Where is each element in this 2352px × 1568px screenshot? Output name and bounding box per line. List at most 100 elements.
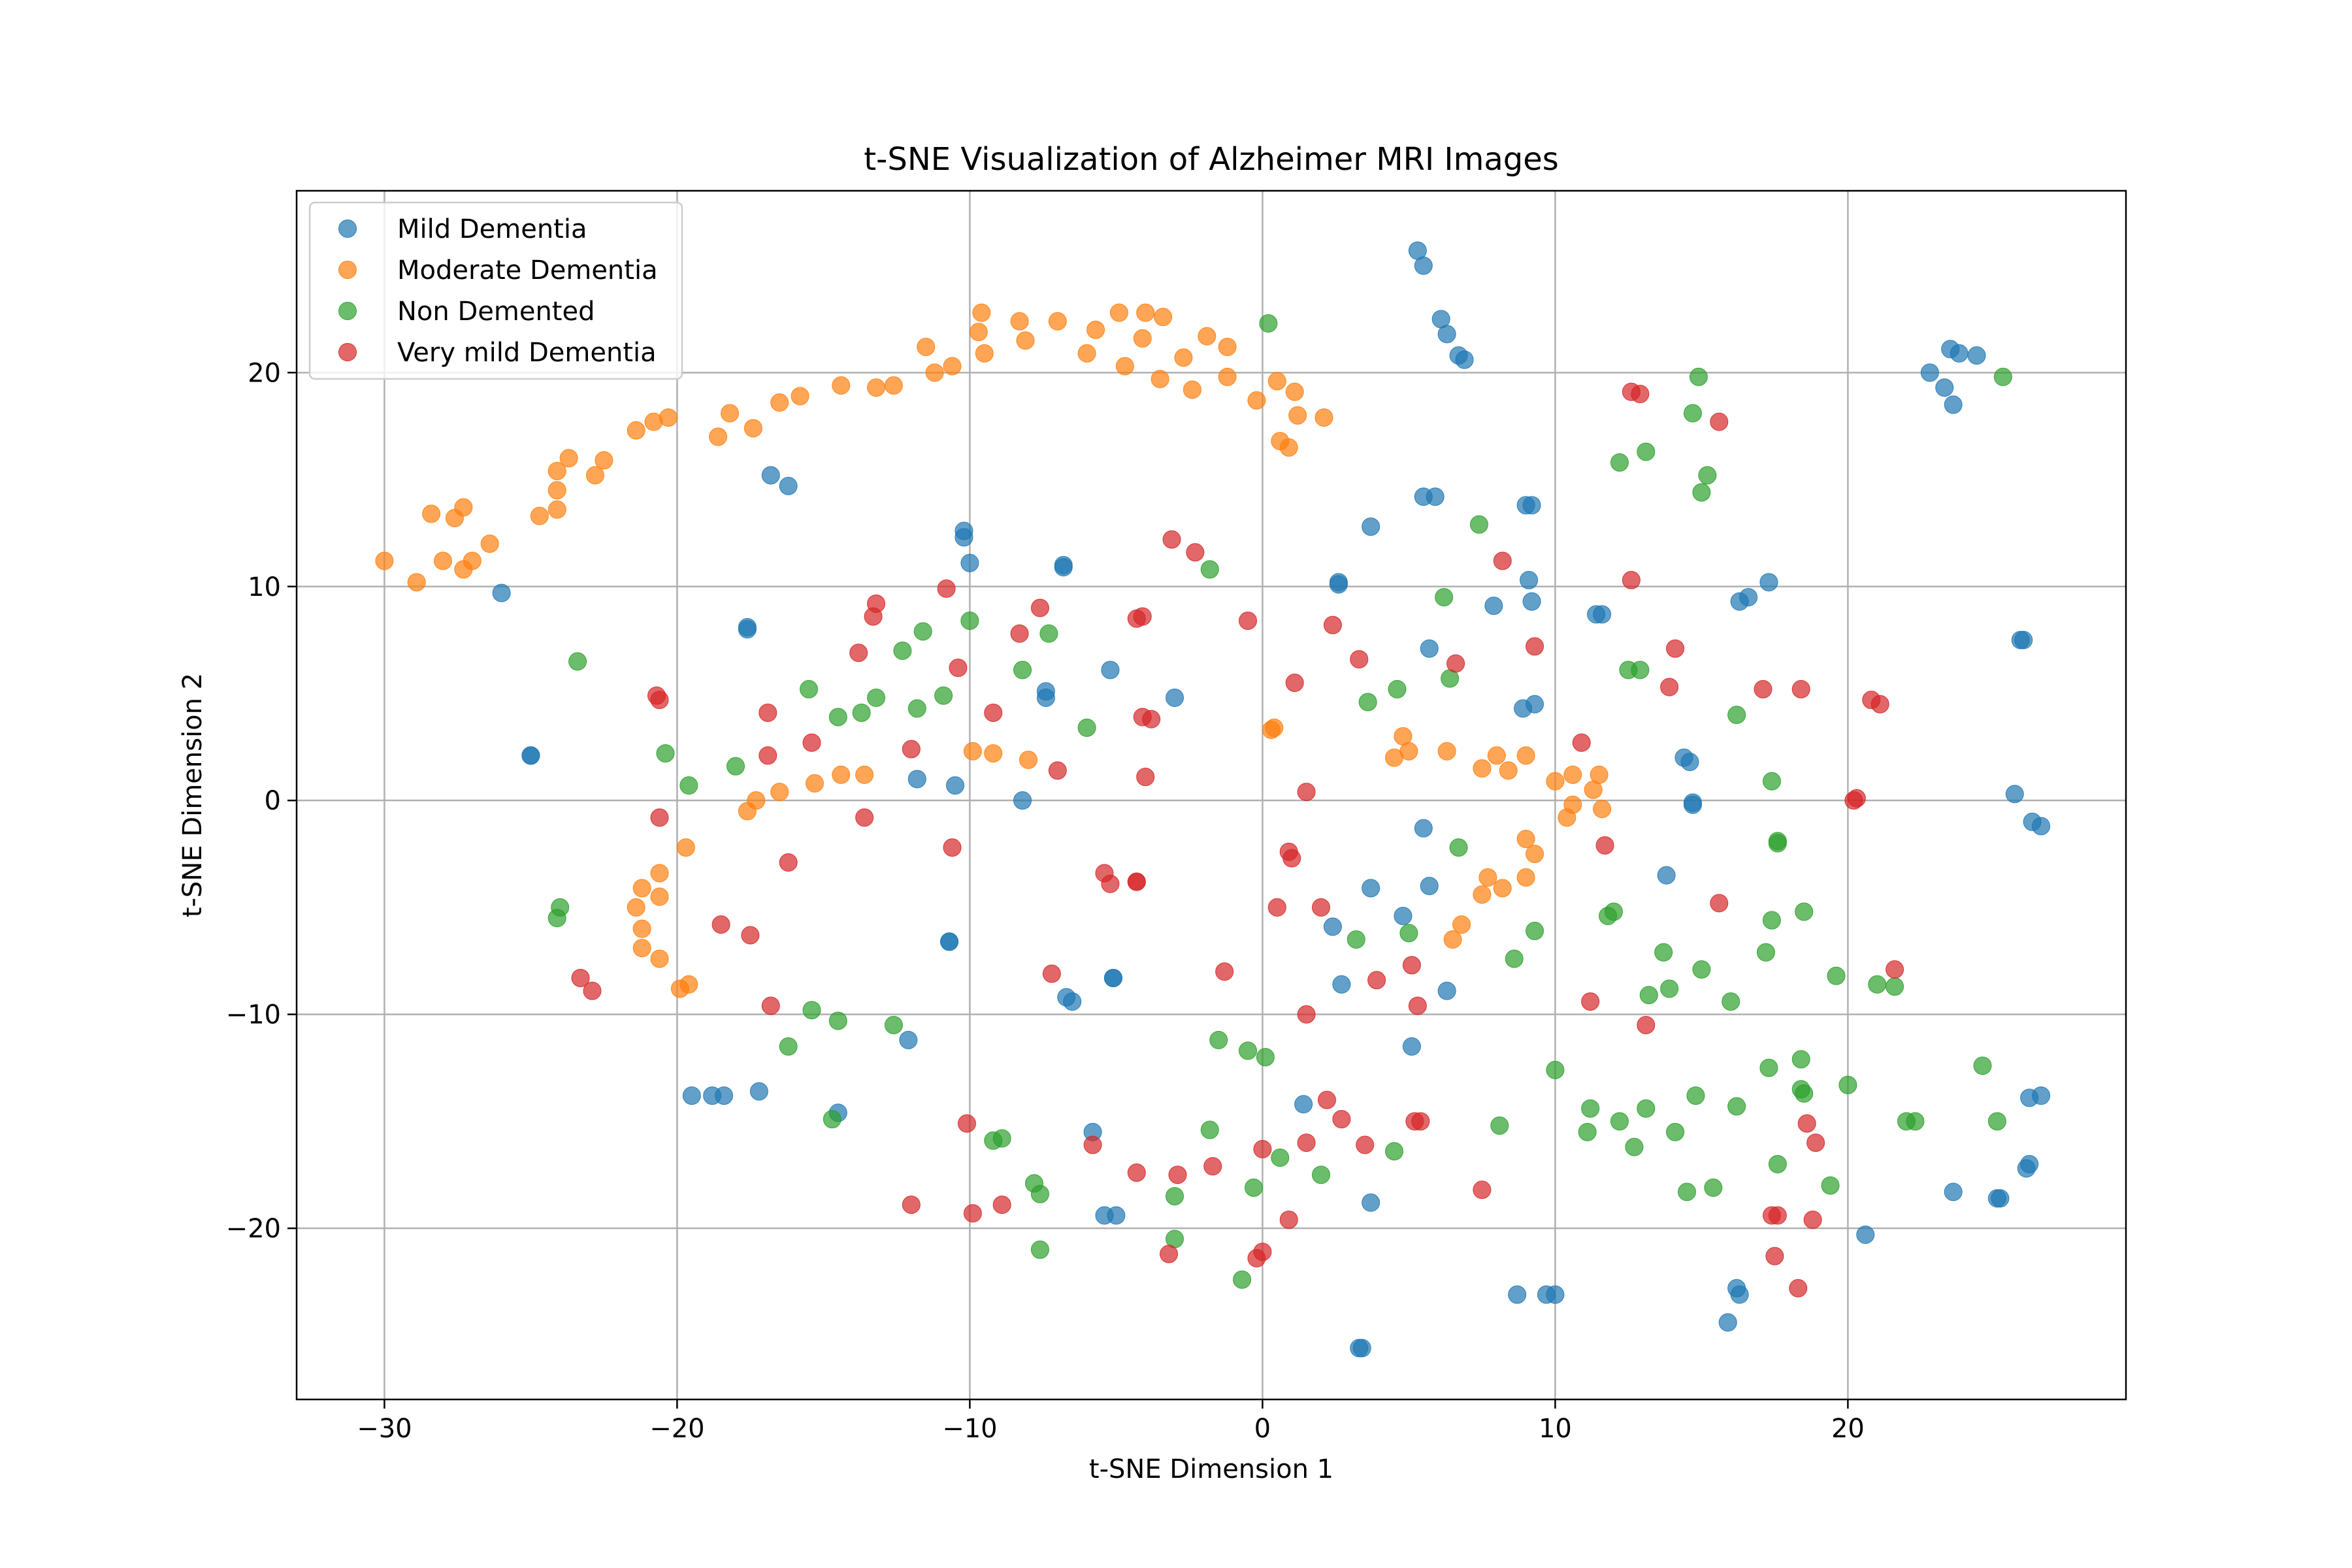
data-point: [1449, 838, 1468, 857]
data-point: [721, 404, 740, 423]
data-point: [1297, 1134, 1316, 1152]
data-point: [1526, 921, 1544, 940]
data-point: [585, 466, 604, 485]
data-point: [864, 607, 883, 626]
data-point: [1036, 689, 1055, 708]
data-point: [1593, 800, 1612, 819]
data-point: [738, 802, 757, 821]
data-point: [1692, 483, 1711, 502]
data-point: [969, 323, 988, 342]
x-tick-label: 10: [1539, 1414, 1572, 1444]
data-point: [1886, 977, 1904, 996]
data-point: [937, 580, 956, 598]
data-point: [1312, 898, 1330, 917]
data-point: [802, 733, 821, 752]
x-tick-label: 0: [1254, 1414, 1271, 1444]
data-point: [1605, 902, 1623, 921]
data-point: [867, 378, 886, 397]
y-tick-label: 0: [265, 786, 281, 816]
data-point: [1473, 885, 1492, 904]
data-point: [1329, 575, 1348, 594]
data-point: [1490, 1116, 1509, 1135]
data-point: [1756, 943, 1775, 962]
legend-label: Non Demented: [397, 297, 595, 327]
data-point: [1516, 868, 1535, 887]
data-point: [1452, 915, 1471, 934]
data-point: [1356, 1135, 1375, 1154]
data-point: [960, 553, 979, 572]
data-point: [823, 1110, 841, 1129]
data-point: [1030, 1240, 1049, 1259]
data-point: [1446, 654, 1465, 673]
data-point: [907, 770, 926, 789]
data-point: [957, 1114, 976, 1133]
data-point: [1660, 678, 1679, 696]
data-point: [943, 838, 962, 857]
data-point: [1473, 759, 1492, 778]
data-point: [759, 746, 777, 765]
data-point: [1487, 746, 1506, 765]
data-point: [984, 744, 1003, 763]
data-point: [1838, 1075, 1857, 1094]
data-points: [375, 241, 2051, 1358]
data-point: [1546, 1060, 1565, 1079]
data-point: [1168, 1166, 1187, 1184]
data-point: [1455, 350, 1474, 369]
x-axis-label: t-SNE Dimension 1: [1089, 1454, 1333, 1484]
data-point: [1522, 592, 1541, 611]
data-point: [1077, 344, 1096, 363]
data-point: [902, 1196, 921, 1215]
data-point: [1666, 1122, 1685, 1141]
data-point: [1622, 570, 1641, 589]
data-point: [1218, 338, 1237, 357]
series-mild-dementia: [492, 241, 2051, 1358]
data-point: [709, 427, 728, 446]
data-point: [1109, 303, 1128, 322]
data-point: [445, 508, 464, 527]
data-point: [1271, 1149, 1290, 1167]
data-point: [1048, 761, 1067, 780]
data-point: [1332, 975, 1351, 994]
data-point: [650, 949, 669, 968]
data-point: [1042, 964, 1061, 983]
data-point: [1239, 1041, 1257, 1060]
data-point: [1039, 624, 1058, 643]
data-point: [627, 898, 645, 917]
data-point: [1086, 320, 1105, 339]
data-point: [632, 919, 651, 938]
data-point: [1239, 612, 1257, 630]
legend-marker: [338, 343, 357, 361]
data-point: [568, 652, 587, 671]
data-point: [770, 393, 789, 412]
data-point: [963, 1204, 982, 1223]
data-point: [1200, 1120, 1219, 1139]
data-point: [1698, 466, 1717, 485]
data-point: [1762, 911, 1781, 930]
data-point: [907, 699, 926, 718]
data-point: [1722, 992, 1740, 1011]
data-point: [1791, 1050, 1810, 1069]
data-point: [1473, 1181, 1492, 1200]
data-point: [656, 744, 675, 763]
y-tick-label: 20: [248, 358, 281, 388]
data-point: [955, 528, 973, 547]
data-point: [1991, 1189, 2010, 1208]
data-point: [1870, 694, 1889, 713]
data-point: [1993, 367, 2012, 386]
data-point: [1244, 1178, 1263, 1197]
data-point: [1388, 679, 1407, 698]
data-point: [521, 746, 540, 765]
data-point: [1358, 693, 1377, 711]
data-point: [1127, 1163, 1146, 1182]
data-point: [1367, 971, 1386, 990]
data-point: [1520, 570, 1539, 589]
data-point: [679, 975, 698, 994]
data-point: [1686, 1086, 1705, 1105]
data-point: [902, 740, 921, 759]
data-point: [1469, 515, 1488, 534]
data-point: [1847, 789, 1866, 808]
y-tick-label: −10: [226, 1000, 281, 1030]
data-point: [832, 376, 851, 395]
data-point: [1077, 718, 1096, 737]
data-point: [761, 996, 780, 1015]
